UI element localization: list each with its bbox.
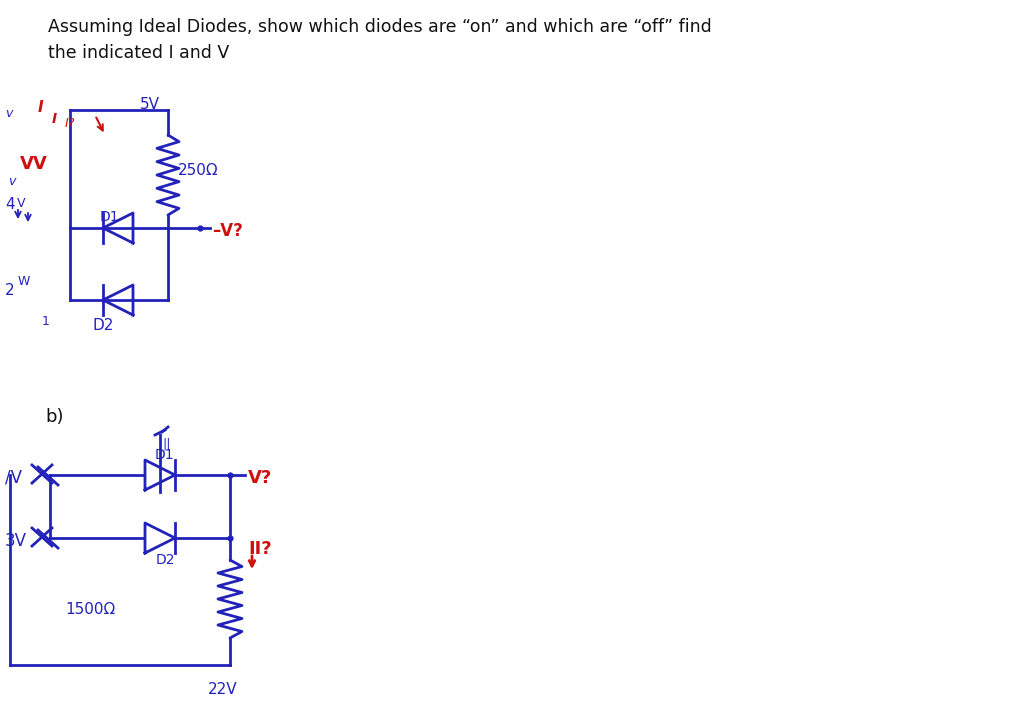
Text: 5V: 5V xyxy=(140,97,160,112)
Text: 1500Ω: 1500Ω xyxy=(65,602,116,617)
Text: 2: 2 xyxy=(5,283,14,298)
Text: ||: || xyxy=(162,438,171,451)
Text: I: I xyxy=(38,100,44,115)
Text: v: v xyxy=(5,107,12,120)
Text: the indicated I and V: the indicated I and V xyxy=(48,44,229,62)
Text: D1: D1 xyxy=(155,448,175,462)
Text: D2: D2 xyxy=(92,318,114,333)
Text: VV: VV xyxy=(20,155,48,173)
Text: V?: V? xyxy=(248,469,272,487)
Text: W: W xyxy=(18,275,31,288)
Text: b): b) xyxy=(45,408,63,426)
Text: II?: II? xyxy=(248,540,271,558)
Text: 22V: 22V xyxy=(208,682,238,697)
Text: 4: 4 xyxy=(5,197,14,212)
Text: 1: 1 xyxy=(42,315,50,328)
Text: 250Ω: 250Ω xyxy=(178,163,219,178)
Text: 3V: 3V xyxy=(5,532,27,550)
Text: –V?: –V? xyxy=(212,222,243,240)
Text: V: V xyxy=(17,197,26,210)
Text: D1: D1 xyxy=(100,210,120,224)
Text: Assuming Ideal Diodes, show which diodes are “on” and which are “off” find: Assuming Ideal Diodes, show which diodes… xyxy=(48,18,712,36)
Text: D2: D2 xyxy=(156,553,175,567)
Text: I: I xyxy=(52,112,57,126)
Text: v: v xyxy=(8,175,15,188)
Text: /V: /V xyxy=(5,469,22,487)
Text: I?: I? xyxy=(65,117,76,130)
